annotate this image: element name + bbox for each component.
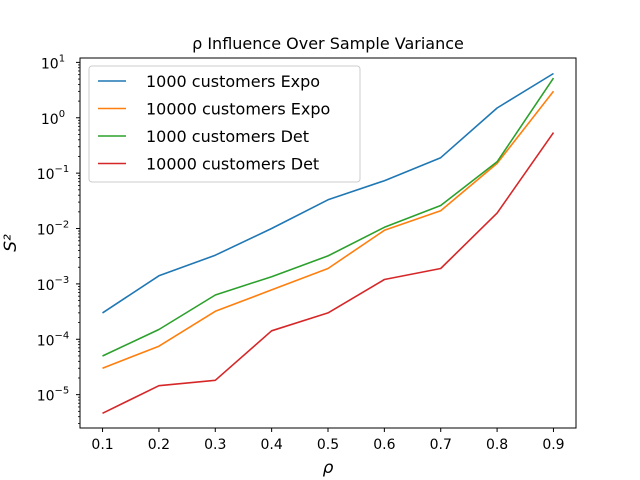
- y-tick-label: 101: [41, 53, 65, 72]
- legend-box: [88, 65, 361, 183]
- y-tick-label: 10−1: [37, 164, 70, 183]
- x-tick-label: 0.7: [430, 437, 452, 453]
- chart-title: ρ Influence Over Sample Variance: [192, 34, 464, 53]
- x-tick-label: 0.8: [486, 437, 508, 453]
- legend-label: 1000 customers Det: [146, 127, 309, 146]
- y-tick-label: 10−5: [37, 386, 70, 405]
- legend-label: 10000 customers Det: [146, 155, 319, 174]
- y-tick-label: 10−4: [37, 330, 70, 349]
- x-axis-label: ρ: [323, 458, 334, 478]
- x-tick-label: 0.2: [148, 437, 170, 453]
- y-tick-label: 10−3: [37, 275, 70, 294]
- legend-label: 1000 customers Expo: [146, 72, 320, 91]
- x-tick-label: 0.6: [373, 437, 395, 453]
- x-tick-label: 0.9: [542, 437, 564, 453]
- y-axis: 101 100 10−1 10−2 10−3 10−4 10−5: [37, 53, 80, 425]
- plot-area: [102, 72, 555, 415]
- series-line-10000-customers-expo: [102, 90, 555, 369]
- legend: 1000 customers Expo 10000 customers Expo 1…: [88, 65, 361, 183]
- x-axis: 0.1 0.2 0.3 0.4 0.5 0.6 0.7 0.8 0.9: [91, 428, 565, 453]
- x-tick-label: 0.3: [204, 437, 226, 453]
- y-axis-label: S²: [1, 234, 21, 252]
- x-tick-label: 0.4: [261, 437, 283, 453]
- legend-label: 10000 customers Expo: [146, 100, 330, 119]
- y-tick-label: 100: [41, 109, 65, 128]
- series-line-1000-customers-det: [102, 77, 555, 357]
- y-tick-label: 10−2: [37, 220, 70, 239]
- x-tick-label: 0.1: [91, 437, 113, 453]
- series-line-1000-customers-expo: [102, 72, 554, 314]
- x-tick-label: 0.5: [317, 437, 339, 453]
- series-line-10000-customers-det: [102, 132, 555, 415]
